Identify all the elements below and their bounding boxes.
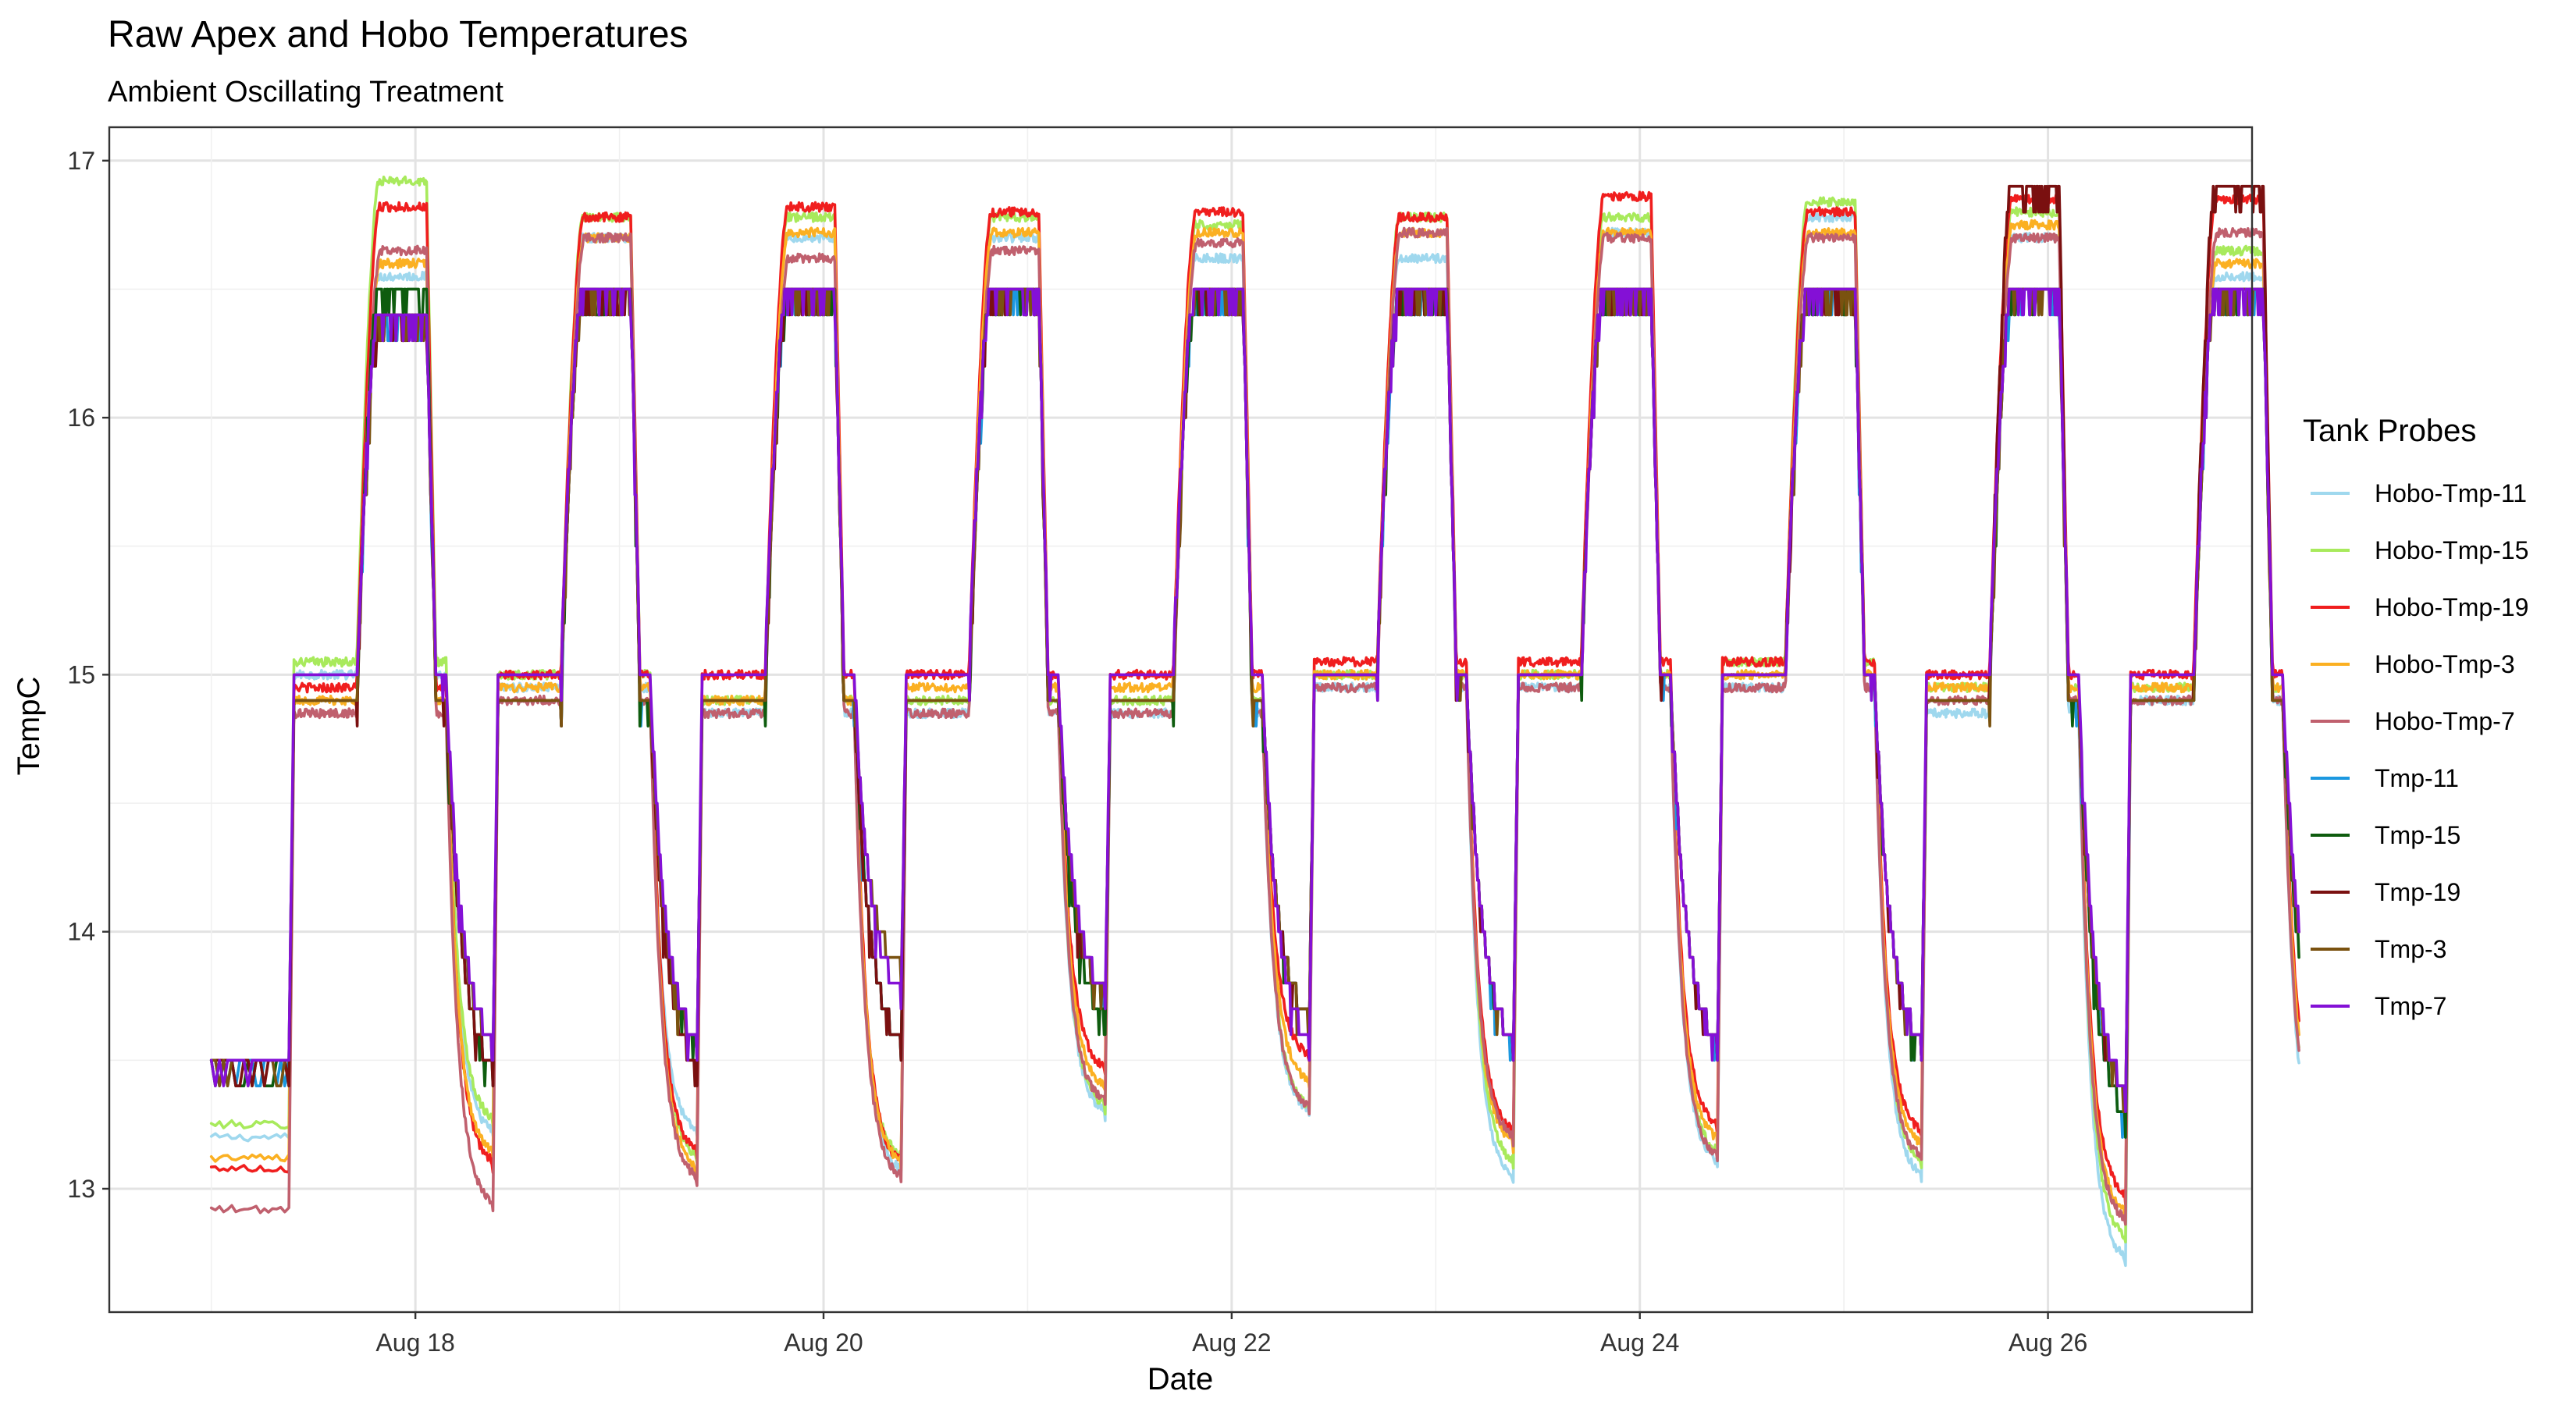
axis-layer: 13 14 15 16 17 Aug 18 Aug 20 Aug 22 Aug 24 Aug 26 <box>67 147 2087 1357</box>
x-tick-label: Aug 22 <box>1192 1329 1271 1357</box>
legend: Tank Probes Hobo-Tmp-11Hobo-Tmp-15Hobo-T… <box>2303 414 2528 1020</box>
legend-label: Tmp-3 <box>2375 935 2446 963</box>
series-line-hobo-tmp-7 <box>209 226 2300 1226</box>
legend-label: Tmp-7 <box>2375 992 2446 1020</box>
series-line-tmp-7 <box>209 287 2300 1113</box>
grid-layer <box>109 127 2252 1312</box>
series-line-tmp-3 <box>209 287 2300 1113</box>
y-tick-label: 17 <box>67 147 95 175</box>
legend-label: Hobo-Tmp-11 <box>2375 479 2527 507</box>
legend-label: Hobo-Tmp-19 <box>2375 593 2528 621</box>
y-tick-label: 14 <box>67 918 95 946</box>
x-axis-title: Date <box>1147 1362 1214 1396</box>
series-layer <box>209 175 2300 1268</box>
legend-label: Hobo-Tmp-3 <box>2375 650 2515 678</box>
x-tick-label: Aug 20 <box>784 1329 863 1357</box>
y-tick-label: 15 <box>67 660 95 688</box>
y-axis-title: TempC <box>12 677 46 776</box>
legend-label: Tmp-11 <box>2375 764 2459 792</box>
legend-label: Tmp-19 <box>2375 878 2460 906</box>
x-tick-label: Aug 26 <box>2008 1329 2087 1357</box>
series-line-hobo-tmp-11 <box>209 211 2300 1268</box>
chart-subtitle: Ambient Oscillating Treatment <box>108 76 503 108</box>
chart-title: Raw Apex and Hobo Temperatures <box>108 14 688 55</box>
x-tick-label: Aug 24 <box>1600 1329 1679 1357</box>
legend-label: Tmp-15 <box>2375 821 2460 849</box>
series-line-tmp-19 <box>209 184 2300 1113</box>
legend-title: Tank Probes <box>2303 414 2476 448</box>
y-tick-label: 13 <box>67 1175 95 1203</box>
legend-label: Hobo-Tmp-7 <box>2375 707 2515 735</box>
plot-panel <box>108 126 2254 1314</box>
x-tick-label: Aug 18 <box>375 1329 454 1357</box>
y-tick-label: 16 <box>67 404 95 432</box>
legend-items: Hobo-Tmp-11 Hobo-Tmp-15 Hobo-Tmp-19 Hobo-Tm… <box>2311 479 2528 1020</box>
legend-label: Hobo-Tmp-15 <box>2375 536 2528 564</box>
